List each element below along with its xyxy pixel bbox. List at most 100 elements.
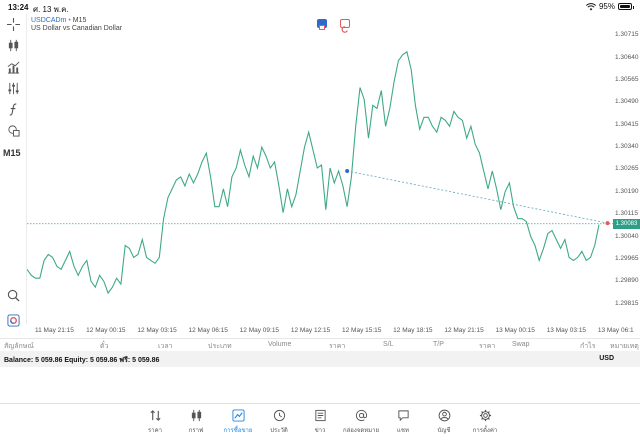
price-tick-label: 1.30115 bbox=[615, 210, 639, 218]
nav-trade-label: การซื้อขาย bbox=[223, 428, 253, 434]
trend-line-start-handle[interactable] bbox=[345, 168, 350, 173]
battery-icon bbox=[618, 3, 634, 10]
time-tick-label: 12 May 03:15 bbox=[137, 327, 177, 334]
status-time: 13:24 bbox=[8, 3, 29, 12]
trade-icon bbox=[231, 409, 245, 422]
battery-fill bbox=[620, 5, 630, 8]
symbol-timeframe: M15 bbox=[72, 17, 87, 24]
price-tick-label: 1.30415 bbox=[615, 120, 639, 128]
charts-icon bbox=[191, 409, 201, 422]
price-tick-label: 1.30340 bbox=[615, 143, 639, 151]
settings-icon bbox=[479, 409, 491, 422]
nav-history[interactable]: ประวัติ bbox=[259, 409, 299, 435]
nav-trade[interactable]: การซื้อขาย bbox=[218, 409, 258, 435]
price-tick-label: 1.30190 bbox=[615, 187, 639, 195]
series-line-close bbox=[27, 50, 600, 295]
column-volume[interactable]: Volume bbox=[268, 341, 292, 348]
crosshair-icon[interactable] bbox=[5, 16, 21, 32]
status-date: ศ. 13 พ.ค. bbox=[33, 5, 69, 14]
time-tick-label: 13 May 00:15 bbox=[495, 327, 535, 334]
nav-news[interactable]: ข่าว bbox=[300, 409, 340, 435]
price-tick-label: 1.30040 bbox=[615, 232, 639, 240]
trend-line[interactable] bbox=[347, 170, 608, 224]
objects-icon[interactable] bbox=[5, 122, 21, 138]
price-tick-label: 1.30265 bbox=[615, 165, 639, 173]
battery-percent: 95% bbox=[598, 2, 615, 11]
nav-settings[interactable]: การตั้งค่า bbox=[465, 409, 505, 435]
sell-quick-icon[interactable] bbox=[317, 19, 327, 30]
price-tick-label: 1.29890 bbox=[615, 277, 639, 285]
one-click-trading-icon[interactable] bbox=[340, 19, 350, 33]
price-tick-label: 1.30490 bbox=[615, 98, 639, 106]
zoom-icon[interactable] bbox=[5, 287, 21, 303]
column-type[interactable]: ประเภท bbox=[208, 343, 232, 350]
chart-area[interactable]: USDCADm • M15 US Dollar vs Canadian Doll… bbox=[26, 14, 640, 334]
column-swap[interactable]: Swap bbox=[512, 341, 530, 348]
wifi-icon bbox=[585, 2, 596, 10]
column-current-price[interactable]: ราคา bbox=[479, 343, 496, 350]
column-take-profit[interactable]: T/P bbox=[433, 341, 444, 348]
price-tick-label: 1.30640 bbox=[615, 53, 639, 61]
nav-quotes[interactable]: ราคา bbox=[135, 409, 175, 435]
news-icon bbox=[314, 409, 326, 422]
balance-summary: Balance: 5 059.86 Equity: 5 059.86 ฟรี: … bbox=[4, 357, 160, 364]
balance-bar: Balance: 5 059.86 Equity: 5 059.86 ฟรี: … bbox=[0, 351, 640, 367]
symbol-header: USDCADm • M15 US Dollar vs Canadian Doll… bbox=[31, 17, 122, 32]
nav-quotes-label: ราคา bbox=[148, 428, 162, 434]
column-time[interactable]: เวลา bbox=[158, 343, 173, 350]
column-comment[interactable]: หมายเหตุ bbox=[610, 343, 639, 350]
nav-account-label: บัญชี bbox=[437, 428, 451, 434]
time-tick-label: 12 May 09:15 bbox=[239, 327, 280, 334]
time-tick-label: 12 May 15:15 bbox=[342, 327, 382, 334]
nav-history-label: ประวัติ bbox=[270, 428, 288, 434]
nav-settings-label: การตั้งค่า bbox=[472, 428, 498, 434]
price-chart[interactable] bbox=[27, 14, 640, 324]
trades-table-header: สัญลักษณ์ ตั๋ว เวลา ประเภท Volume ราคา S… bbox=[0, 338, 640, 350]
symbol-name[interactable]: USDCADm bbox=[31, 17, 67, 24]
indicators-icon[interactable] bbox=[5, 59, 21, 75]
nav-mailbox[interactable]: กล่องจดหมาย bbox=[341, 409, 381, 435]
price-tick-label: 1.29965 bbox=[615, 254, 639, 262]
quotes-icon bbox=[149, 410, 161, 421]
time-tick-label: 12 May 12:15 bbox=[290, 327, 331, 334]
column-ticket[interactable]: ตั๋ว bbox=[100, 343, 109, 350]
mailbox-icon bbox=[355, 409, 367, 422]
chart-toolbar: M15 bbox=[0, 14, 26, 344]
nav-news-label: ข่าว bbox=[314, 428, 326, 434]
column-symbol[interactable]: สัญลักษณ์ bbox=[4, 343, 34, 350]
column-price[interactable]: ราคา bbox=[329, 343, 346, 350]
account-currency: USD bbox=[599, 355, 614, 362]
timeframe-button[interactable]: M15 bbox=[3, 148, 21, 158]
trading-app-icon[interactable] bbox=[5, 312, 21, 328]
status-right: 95% bbox=[585, 2, 634, 11]
time-tick-label: 13 May 06:1 bbox=[597, 327, 634, 334]
chat-icon bbox=[397, 410, 409, 422]
status-bar: 13:24 ศ. 13 พ.ค. 95% bbox=[0, 0, 640, 14]
nav-charts[interactable]: กราฟ bbox=[176, 409, 216, 435]
symbol-separator: • bbox=[68, 17, 71, 24]
candles-icon[interactable] bbox=[5, 37, 21, 53]
nav-account[interactable]: บัญชี bbox=[424, 409, 464, 435]
current-price-tag: 1.30083 bbox=[613, 218, 640, 229]
account-icon bbox=[438, 409, 450, 422]
time-tick-label: 13 May 03:15 bbox=[546, 327, 587, 334]
nav-mailbox-label: กล่องจดหมาย bbox=[342, 428, 380, 434]
function-icon[interactable] bbox=[5, 101, 21, 117]
column-profit[interactable]: กำไร bbox=[580, 343, 596, 350]
history-icon bbox=[273, 409, 285, 422]
nav-chat-label: แชท bbox=[397, 428, 409, 434]
price-tick-label: 1.30715 bbox=[615, 31, 639, 39]
price-tick-label: 1.30565 bbox=[615, 76, 639, 84]
settings-sliders-icon[interactable] bbox=[5, 80, 21, 96]
time-tick-label: 12 May 06:15 bbox=[188, 327, 228, 334]
price-tick-label: 1.29815 bbox=[615, 299, 639, 307]
time-tick-label: 12 May 18:15 bbox=[393, 327, 433, 334]
symbol-description: US Dollar vs Canadian Dollar bbox=[31, 25, 123, 32]
nav-chat[interactable]: แชท bbox=[383, 409, 423, 435]
nav-charts-label: กราฟ bbox=[188, 428, 204, 434]
time-tick-label: 12 May 21:15 bbox=[444, 327, 484, 334]
bottom-navigation: ราคา กราฟ การซื้อขาย ประวัติ ข่าว กล่องจ… bbox=[0, 403, 640, 447]
time-tick-label: 12 May 00:15 bbox=[86, 327, 126, 334]
trend-line-end-handle[interactable] bbox=[605, 221, 610, 226]
column-stop-loss[interactable]: S/L bbox=[383, 341, 394, 348]
